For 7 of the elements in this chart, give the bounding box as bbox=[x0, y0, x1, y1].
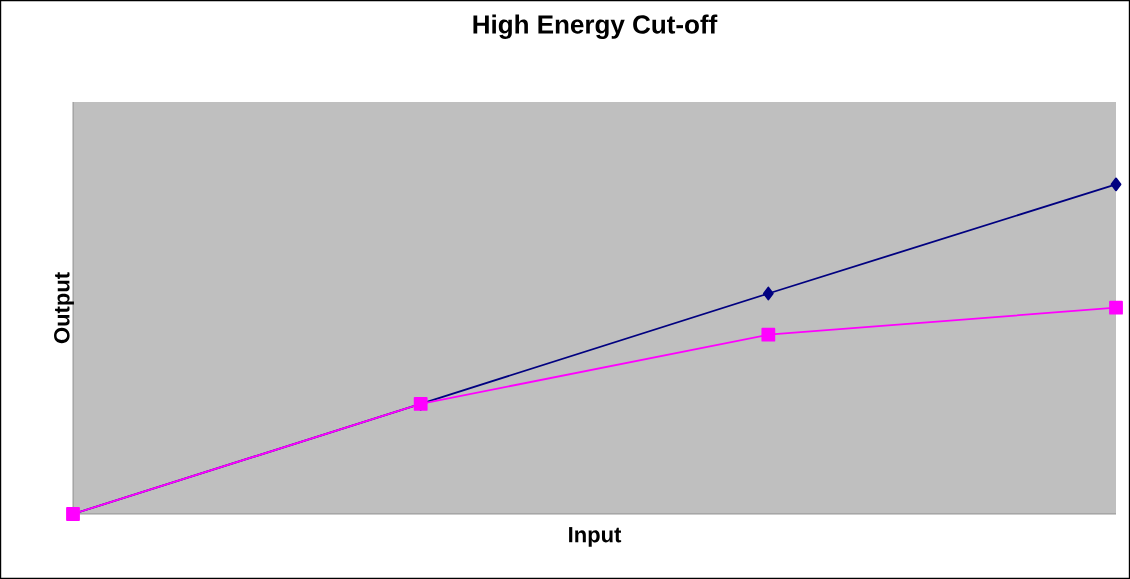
x-axis-title: Input bbox=[569, 527, 622, 547]
point bbox=[762, 286, 774, 301]
point bbox=[761, 327, 776, 342]
y-axis-title: Output bbox=[54, 272, 74, 344]
chart-title: High Energy Cut-off bbox=[473, 14, 718, 39]
point bbox=[1109, 300, 1123, 315]
point bbox=[1110, 177, 1122, 192]
